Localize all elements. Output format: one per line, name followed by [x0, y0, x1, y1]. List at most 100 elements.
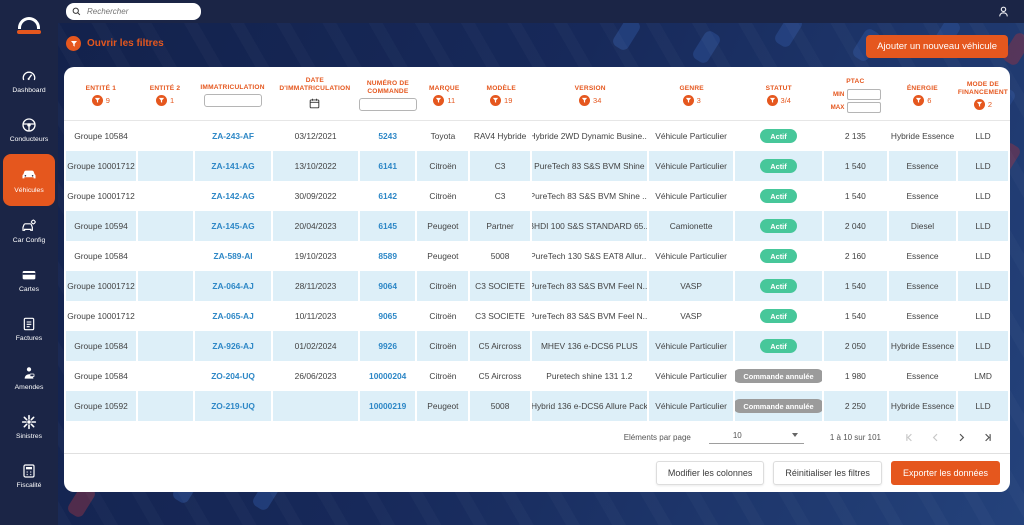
ptac-max-input[interactable]: [847, 101, 882, 113]
column-header-marque[interactable]: MARQUE 11: [419, 71, 470, 120]
column-filter-badge[interactable]: 6: [913, 95, 931, 107]
sidebar-item-factures[interactable]: Factures: [0, 304, 58, 353]
cell-immatriculation[interactable]: ZA-243-AF: [212, 131, 254, 141]
sidebar-item-car-config[interactable]: Car Config: [0, 206, 58, 255]
first-page-button[interactable]: [905, 433, 914, 442]
table-row[interactable]: Groupe 10584 ZO-204-UQ 26/06/2023 10000204 C…: [64, 361, 1010, 391]
cell-immatriculation[interactable]: ZA-926-AJ: [194, 331, 272, 361]
edit-columns-button[interactable]: Modifier les colonnes: [655, 461, 765, 485]
table-row[interactable]: Groupe 10594 ZA-145-AG 20/04/2023 6145 Peuge…: [64, 211, 1010, 241]
table-row[interactable]: Groupe 10584 ZA-589-AI 19/10/2023 8589 Peuge…: [64, 241, 1010, 271]
cell-version: PureTech 83 S&S BVM Feel N...: [531, 271, 647, 301]
table-row[interactable]: Groupe 10584 ZA-243-AF 03/12/2021 5243 Toyot…: [64, 121, 1010, 151]
cell-immatriculation[interactable]: ZA-145-AG: [194, 211, 272, 241]
column-header-num-ro-de-commande[interactable]: NUMÉRO DE COMMANDE: [358, 71, 417, 120]
sidebar-item-dashboard[interactable]: Dashboard: [0, 56, 58, 105]
previous-page-button[interactable]: [931, 433, 940, 442]
column-header-version[interactable]: VERSION 34: [533, 71, 648, 120]
sidebar-item-fiscalit[interactable]: Fiscalité: [0, 451, 58, 500]
add-vehicle-button[interactable]: Ajouter un nouveau véhicule: [866, 35, 1008, 58]
table-row[interactable]: Groupe 10001712 ZA-142-AG 30/09/2022 6142 Ci…: [64, 181, 1010, 211]
app-logo[interactable]: [0, 0, 58, 50]
column-filter-input-num-ro-de-commande[interactable]: [358, 98, 417, 112]
cell-immatriculation[interactable]: ZA-142-AG: [211, 191, 255, 201]
user-icon[interactable]: [997, 5, 1010, 18]
cell-numero-commande[interactable]: 6145: [359, 211, 416, 241]
funnel-icon: [490, 95, 502, 107]
column-filter-badge[interactable]: 19: [490, 95, 512, 107]
column-label: IMMATRICULATION: [200, 83, 265, 91]
cell-ptac: 1 540: [844, 311, 866, 321]
cell-immatriculation[interactable]: ZA-589-AI: [213, 251, 253, 261]
cell-entite2: [138, 391, 193, 421]
cell-mode-financement: LLD: [958, 151, 1008, 181]
cell-numero-commande[interactable]: 10000219: [359, 391, 416, 421]
table-row[interactable]: Groupe 10584 ZA-926-AJ 01/02/2024 9926 Citro…: [64, 331, 1010, 361]
column-header-entit-2[interactable]: ENTITÉ 2 1: [138, 71, 193, 120]
cell-immatriculation[interactable]: ZA-064-AJ: [194, 271, 272, 301]
last-page-button[interactable]: [983, 433, 992, 442]
cell-immatriculation[interactable]: ZA-141-AG: [194, 151, 272, 181]
column-header-genre[interactable]: GENRE 3: [650, 71, 734, 120]
sidebar-nav: Dashboard Conducteurs Véhicules Car Config C…: [0, 56, 58, 500]
column-header-mod-le[interactable]: MODÈLE 19: [472, 71, 531, 120]
cell-numero-commande[interactable]: 6141: [359, 151, 416, 181]
gauge-icon: [21, 67, 38, 84]
export-data-button[interactable]: Exporter les données: [890, 461, 1000, 485]
search-box[interactable]: [66, 3, 201, 20]
table-footer-actions: Modifier les colonnes Réinitialiser les f…: [64, 454, 1010, 492]
column-filter-badge[interactable]: 11: [433, 95, 455, 107]
column-header-entit-1[interactable]: ENTITÉ 1 9: [66, 71, 136, 120]
sidebar-item-amendes[interactable]: Amendes: [0, 353, 58, 402]
search-input[interactable]: [85, 6, 185, 17]
cell-statut: Actif: [735, 271, 822, 301]
cell-numero-commande[interactable]: 9926: [359, 331, 416, 361]
column-filter-badge[interactable]: 1: [155, 95, 175, 107]
cell-entite1: Groupe 10594: [66, 211, 137, 241]
filter-count: 1: [169, 96, 175, 106]
ptac-min-input[interactable]: [847, 88, 882, 100]
table-row[interactable]: Groupe 10001712 ZA-064-AJ 28/11/2023 9064 Ci…: [64, 271, 1010, 301]
cell-ptac: 2 050: [823, 331, 887, 361]
column-filter-badge[interactable]: 3: [682, 95, 701, 107]
column-header-mode-de-financement[interactable]: MODE DE FINANCEMENT 2: [958, 71, 1008, 120]
cell-numero-commande[interactable]: 8589: [378, 251, 397, 261]
cell-immatriculation[interactable]: ZA-065-AJ: [212, 311, 254, 321]
column-header-date-d-immatriculation[interactable]: DATE D'IMMATRICULATION: [273, 71, 357, 120]
cell-marque: Peugeot: [427, 251, 459, 261]
cell-entite2: [138, 271, 193, 301]
table-row[interactable]: Groupe 10592 ZO-219-UQ 10000219 Peugeot 5008…: [64, 391, 1010, 421]
column-filter-badge[interactable]: 3/4: [766, 95, 791, 107]
cell-modele: 5008: [490, 251, 510, 261]
calendar-icon[interactable]: [309, 96, 320, 114]
cell-numero-commande[interactable]: 10000204: [369, 371, 407, 381]
cell-numero-commande[interactable]: 6142: [378, 191, 397, 201]
column-filter-input-immatriculation[interactable]: [203, 94, 262, 108]
column-filter-badge[interactable]: 9: [91, 95, 110, 107]
cell-numero-commande[interactable]: 5243: [378, 131, 397, 141]
cell-statut: Actif: [735, 181, 821, 211]
reset-filters-button[interactable]: Réinitialiser les filtres: [773, 461, 882, 485]
items-per-page-select[interactable]: 10: [708, 431, 804, 444]
table-row[interactable]: Groupe 10001712 ZA-065-AJ 10/11/2023 9065 Ci…: [64, 301, 1010, 331]
sidebar-item-cartes[interactable]: Cartes: [0, 255, 58, 304]
column-filter-badge[interactable]: 34: [579, 95, 601, 107]
column-header-statut[interactable]: STATUT 3/4: [736, 71, 822, 120]
column-header-nergie[interactable]: ÉNERGIE 6: [889, 71, 956, 120]
cell-marque: Citroën: [429, 191, 457, 201]
cell-numero-commande[interactable]: 9065: [378, 311, 397, 321]
table-row[interactable]: Groupe 10001712 ZA-141-AG 13/10/2022 6141 Ci…: [64, 151, 1010, 181]
cell-entite1: Groupe 10584: [74, 131, 128, 141]
cell-immatriculation[interactable]: ZO-204-UQ: [211, 371, 255, 381]
column-header-ptac[interactable]: PTAC MIN MAX: [824, 71, 887, 120]
open-filters-button[interactable]: Ouvrir les filtres: [66, 36, 164, 51]
cell-numero-commande[interactable]: 9064: [359, 271, 416, 301]
sidebar-item-conducteurs[interactable]: Conducteurs: [0, 105, 58, 154]
cell-immatriculation[interactable]: ZO-219-UQ: [194, 391, 272, 421]
next-page-button[interactable]: [957, 433, 966, 442]
column-filter-badge[interactable]: 2: [973, 99, 992, 111]
column-header-immatriculation[interactable]: IMMATRICULATION: [194, 71, 271, 120]
sidebar-item-v-hicules[interactable]: Véhicules: [3, 154, 55, 206]
sidebar-item-sinistres[interactable]: Sinistres: [0, 402, 58, 451]
cell-statut: Commande annulée: [735, 361, 822, 391]
